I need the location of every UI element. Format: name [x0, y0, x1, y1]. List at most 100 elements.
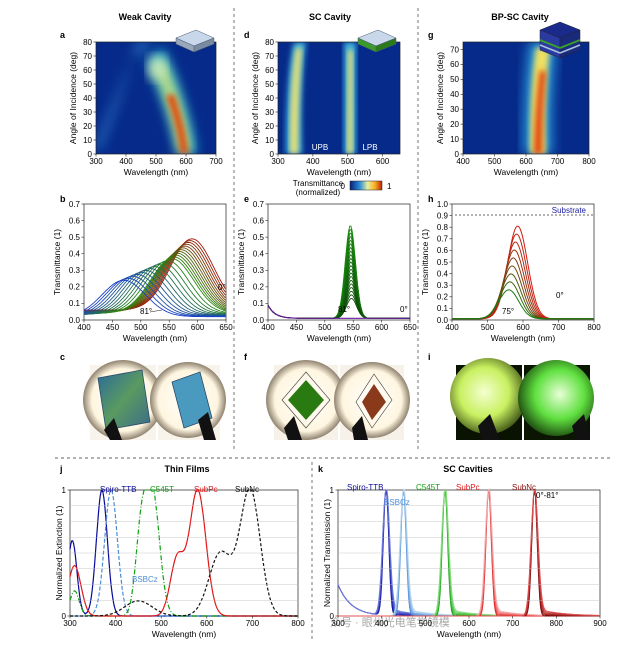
- y-tick-label-e: 0.7: [253, 200, 265, 209]
- y-tick-label-e: 0.5: [253, 233, 265, 242]
- plot-e-81deg-label: 81°: [338, 305, 350, 314]
- axes-k: 300 400 500 600 700 800 900 0 1 Wavelength (nm) No…: [322, 486, 607, 639]
- x-tick-label-b: 550: [163, 323, 177, 332]
- x-tick-label-d: 400: [306, 157, 320, 166]
- substrate-label: Substrate: [552, 206, 587, 215]
- y-tick-label-a: 30: [83, 108, 92, 117]
- x-tick-label-b: 450: [106, 323, 120, 332]
- x-tick-label-k: 500: [419, 619, 433, 628]
- axes-d: 300 400 500 600 0 10 20 30 40 50 60 70 80 Wavelength …: [250, 38, 390, 177]
- heatmap-a-thumbnail: [175, 29, 215, 53]
- panel-letter-d: d: [244, 30, 250, 40]
- plot-b-81deg-label: 81°: [140, 307, 152, 316]
- curve-b: [83, 273, 226, 317]
- y-tick-label-d: 60: [265, 66, 274, 75]
- y-tick-label-g: 30: [450, 105, 459, 114]
- x-axis-label-g: Wavelength (nm): [494, 167, 559, 177]
- y-tick-label-e: 0.1: [253, 299, 265, 308]
- curve-j-subnc: [70, 489, 298, 617]
- legend-j-subpc: SubPc: [194, 485, 218, 494]
- x-axis-label-j: Wavelength (nm): [152, 629, 217, 639]
- x-tick-label-j: 700: [246, 619, 260, 628]
- curve-h: [452, 233, 594, 320]
- x-tick-label-h: 600: [516, 323, 530, 332]
- y-axis-label-h: Transmittance (1): [420, 229, 430, 295]
- y-tick-label-h: 0.3: [437, 281, 449, 290]
- x-tick-label-k: 700: [506, 619, 520, 628]
- y-axis-label-a: Angle of Incidence (deg): [68, 52, 78, 144]
- y-tick-label-a: 70: [83, 52, 92, 61]
- curve-j-subpc: [69, 489, 298, 617]
- curve-h: [452, 265, 594, 320]
- legend-j-bsbcz: BSBCz: [132, 575, 158, 584]
- curve-e-violet: [267, 304, 410, 319]
- y-axis-label-b: Transmittance (1): [52, 229, 62, 295]
- x-tick-label-g: 500: [488, 157, 502, 166]
- legend-k-subnc: SubNc: [512, 483, 536, 492]
- y-tick-label-g: 10: [450, 135, 459, 144]
- plot-b-0deg-label: 0°: [218, 283, 226, 292]
- curve-b: [83, 271, 226, 316]
- x-tick-label-d: 600: [376, 157, 390, 166]
- x-tick-label-h: 800: [587, 323, 601, 332]
- panel-letter-a: a: [60, 30, 66, 40]
- panel-letter-h: h: [428, 194, 434, 204]
- colorbar: Transmittance (normalized) 0 1: [293, 179, 392, 197]
- y-tick-label-e: 0.0: [253, 316, 265, 325]
- curve-k-c545t: [338, 491, 600, 617]
- y-tick-label-h: 0.9: [437, 211, 449, 220]
- colorbar-title-line1: Transmittance: [293, 179, 344, 188]
- x-tick-label-g: 800: [582, 157, 596, 166]
- heatmap-d-lpb-core: [347, 50, 353, 154]
- y-tick-label-a: 80: [83, 38, 92, 47]
- y-tick-label-k: 1: [330, 486, 335, 495]
- x-tick-label-g: 400: [456, 157, 470, 166]
- x-tick-label-j: 500: [155, 619, 169, 628]
- y-tick-label-h: 0.4: [437, 269, 449, 278]
- legend-j-c545t: C545T: [150, 485, 174, 494]
- colorbar-title-line2: (normalized): [296, 188, 341, 197]
- panel-letter-i: i: [428, 352, 431, 362]
- heatmap-g-mode-core: [534, 70, 546, 154]
- curve-k-subpc: [338, 491, 600, 617]
- y-tick-label-h: 0.8: [437, 223, 449, 232]
- colorbar-max: 1: [387, 182, 392, 191]
- heatmap-d: [277, 29, 401, 155]
- axes-e: 400 450 500 550 600 650 0.0 0.1 0.2 0.3 0.4 0.5 0.6 0…: [236, 200, 417, 343]
- grid-k: [338, 505, 600, 601]
- plot-e-curves: [267, 225, 410, 319]
- heatmap-a-mode-core: [166, 94, 188, 154]
- y-tick-label-b: 0.0: [69, 316, 81, 325]
- x-tick-label-e: 550: [347, 323, 361, 332]
- y-tick-label-d: 50: [265, 80, 274, 89]
- y-tick-label-h: 0.5: [437, 258, 449, 267]
- axes-b: 400 450 500 550 600 650 0.0 0.1 0.2 0.3 0.4 0.5 0.6 0…: [52, 200, 233, 343]
- lpb-label: LPB: [362, 143, 377, 152]
- x-tick-label-k: 900: [593, 619, 607, 628]
- watermark: 众号 · 眼州光电笔学镜模: [330, 615, 450, 629]
- x-tick-label-e: 600: [375, 323, 389, 332]
- x-tick-label-a: 400: [119, 157, 133, 166]
- x-tick-label-e: 500: [318, 323, 332, 332]
- x-tick-label-b: 500: [134, 323, 148, 332]
- y-tick-label-d: 40: [265, 94, 274, 103]
- y-tick-label-d: 30: [265, 108, 274, 117]
- x-axis-label-a: Wavelength (nm): [124, 167, 189, 177]
- sc-cavity-photo-tilted: [334, 362, 410, 440]
- y-axis-label-j: Normalized Extinction (1): [54, 505, 64, 600]
- x-tick-label-k: 600: [462, 619, 476, 628]
- y-tick-label-d: 80: [265, 38, 274, 47]
- y-tick-label-h: 0.2: [437, 293, 449, 302]
- y-tick-label-b: 0.7: [69, 200, 81, 209]
- plot-b-curves: [83, 238, 226, 318]
- heatmap-a: [95, 29, 217, 155]
- x-tick-label-g: 700: [551, 157, 565, 166]
- heatmap-g-thumbnail: [539, 21, 581, 59]
- y-tick-label-b: 0.3: [69, 266, 81, 275]
- y-tick-label-g: 50: [450, 75, 459, 84]
- legend-j-spiro: Spiro-TTB: [100, 485, 136, 494]
- column-title-bpsc: BP-SC Cavity: [491, 12, 549, 22]
- x-tick-label-h: 400: [445, 323, 459, 332]
- curve-b: [83, 279, 226, 318]
